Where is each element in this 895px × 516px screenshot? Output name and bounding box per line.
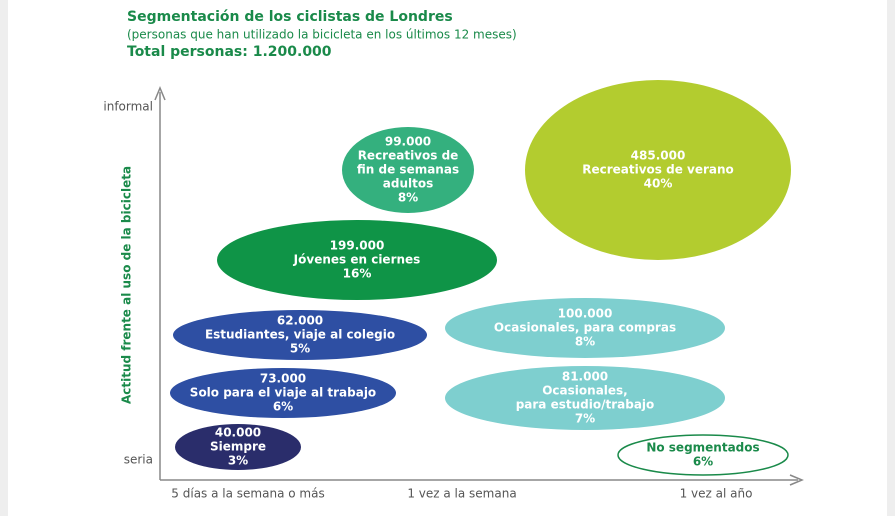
- segment-text: Jóvenes en ciernes: [293, 253, 421, 267]
- segment-text: 62.000: [277, 314, 323, 328]
- y-bottom-label: seria: [124, 453, 153, 467]
- segment-text: 6%: [273, 400, 293, 414]
- y-arrow: [154, 86, 166, 101]
- total: Total personas: 1.200.000: [127, 44, 332, 60]
- x-label: 1 vez al año: [680, 487, 753, 501]
- segment-text: Siempre: [210, 440, 266, 454]
- segment-text: 99.000: [385, 135, 431, 149]
- segment-ellipse: [217, 220, 497, 300]
- segment-text: 8%: [398, 191, 418, 205]
- segment-ellipse: [342, 127, 474, 213]
- segment-text: 199.000: [330, 239, 385, 253]
- segment-ellipse: [445, 298, 725, 358]
- segment-text: Estudiantes, viaje al colegio: [205, 328, 395, 342]
- x-label: 1 vez a la semana: [407, 487, 516, 501]
- segment-text: fin de semanas: [357, 163, 459, 177]
- segment-text: Recreativos de verano: [582, 163, 734, 177]
- x-arrow: [789, 474, 804, 486]
- y-top-label: informal: [103, 100, 153, 114]
- segment-text: 3%: [228, 454, 248, 468]
- segment-ellipse: [170, 368, 396, 418]
- segment-text: No segmentados: [646, 441, 759, 455]
- segment-ellipse: [525, 80, 791, 260]
- segment-text: Recreativos de: [358, 149, 459, 163]
- segment-ellipse: [445, 366, 725, 430]
- x-label: 5 días a la semana o más: [171, 487, 324, 501]
- y-axis-title: Actitud frente al uso de la bicicleta: [120, 166, 134, 404]
- segment-text: 100.000: [558, 307, 613, 321]
- segment-text: para estudio/trabajo: [516, 398, 655, 412]
- segment-text: 40%: [644, 177, 673, 191]
- segment-ellipse: [173, 310, 427, 360]
- segment-text: 40.000: [215, 426, 261, 440]
- segment-ellipse: [617, 434, 789, 476]
- segment-text: 5%: [290, 342, 310, 356]
- title: Segmentación de los ciclistas de Londres: [127, 9, 453, 25]
- segment-text: Solo para el viaje al trabajo: [190, 386, 376, 400]
- segment-text: Ocasionales, para compras: [494, 321, 676, 335]
- segment-text: Ocasionales,: [542, 384, 628, 398]
- subtitle: (personas que han utilizado la bicicleta…: [127, 28, 517, 42]
- segment-ellipse: [175, 424, 301, 470]
- segment-text: 73.000: [260, 372, 306, 386]
- segment-text: 7%: [575, 412, 595, 426]
- segment-text: 16%: [343, 267, 372, 281]
- segment-text: 6%: [693, 455, 713, 469]
- segment-text: 81.000: [562, 370, 608, 384]
- segment-text: adultos: [383, 177, 433, 191]
- segment-text: 8%: [575, 335, 595, 349]
- segment-text: 485.000: [631, 149, 686, 163]
